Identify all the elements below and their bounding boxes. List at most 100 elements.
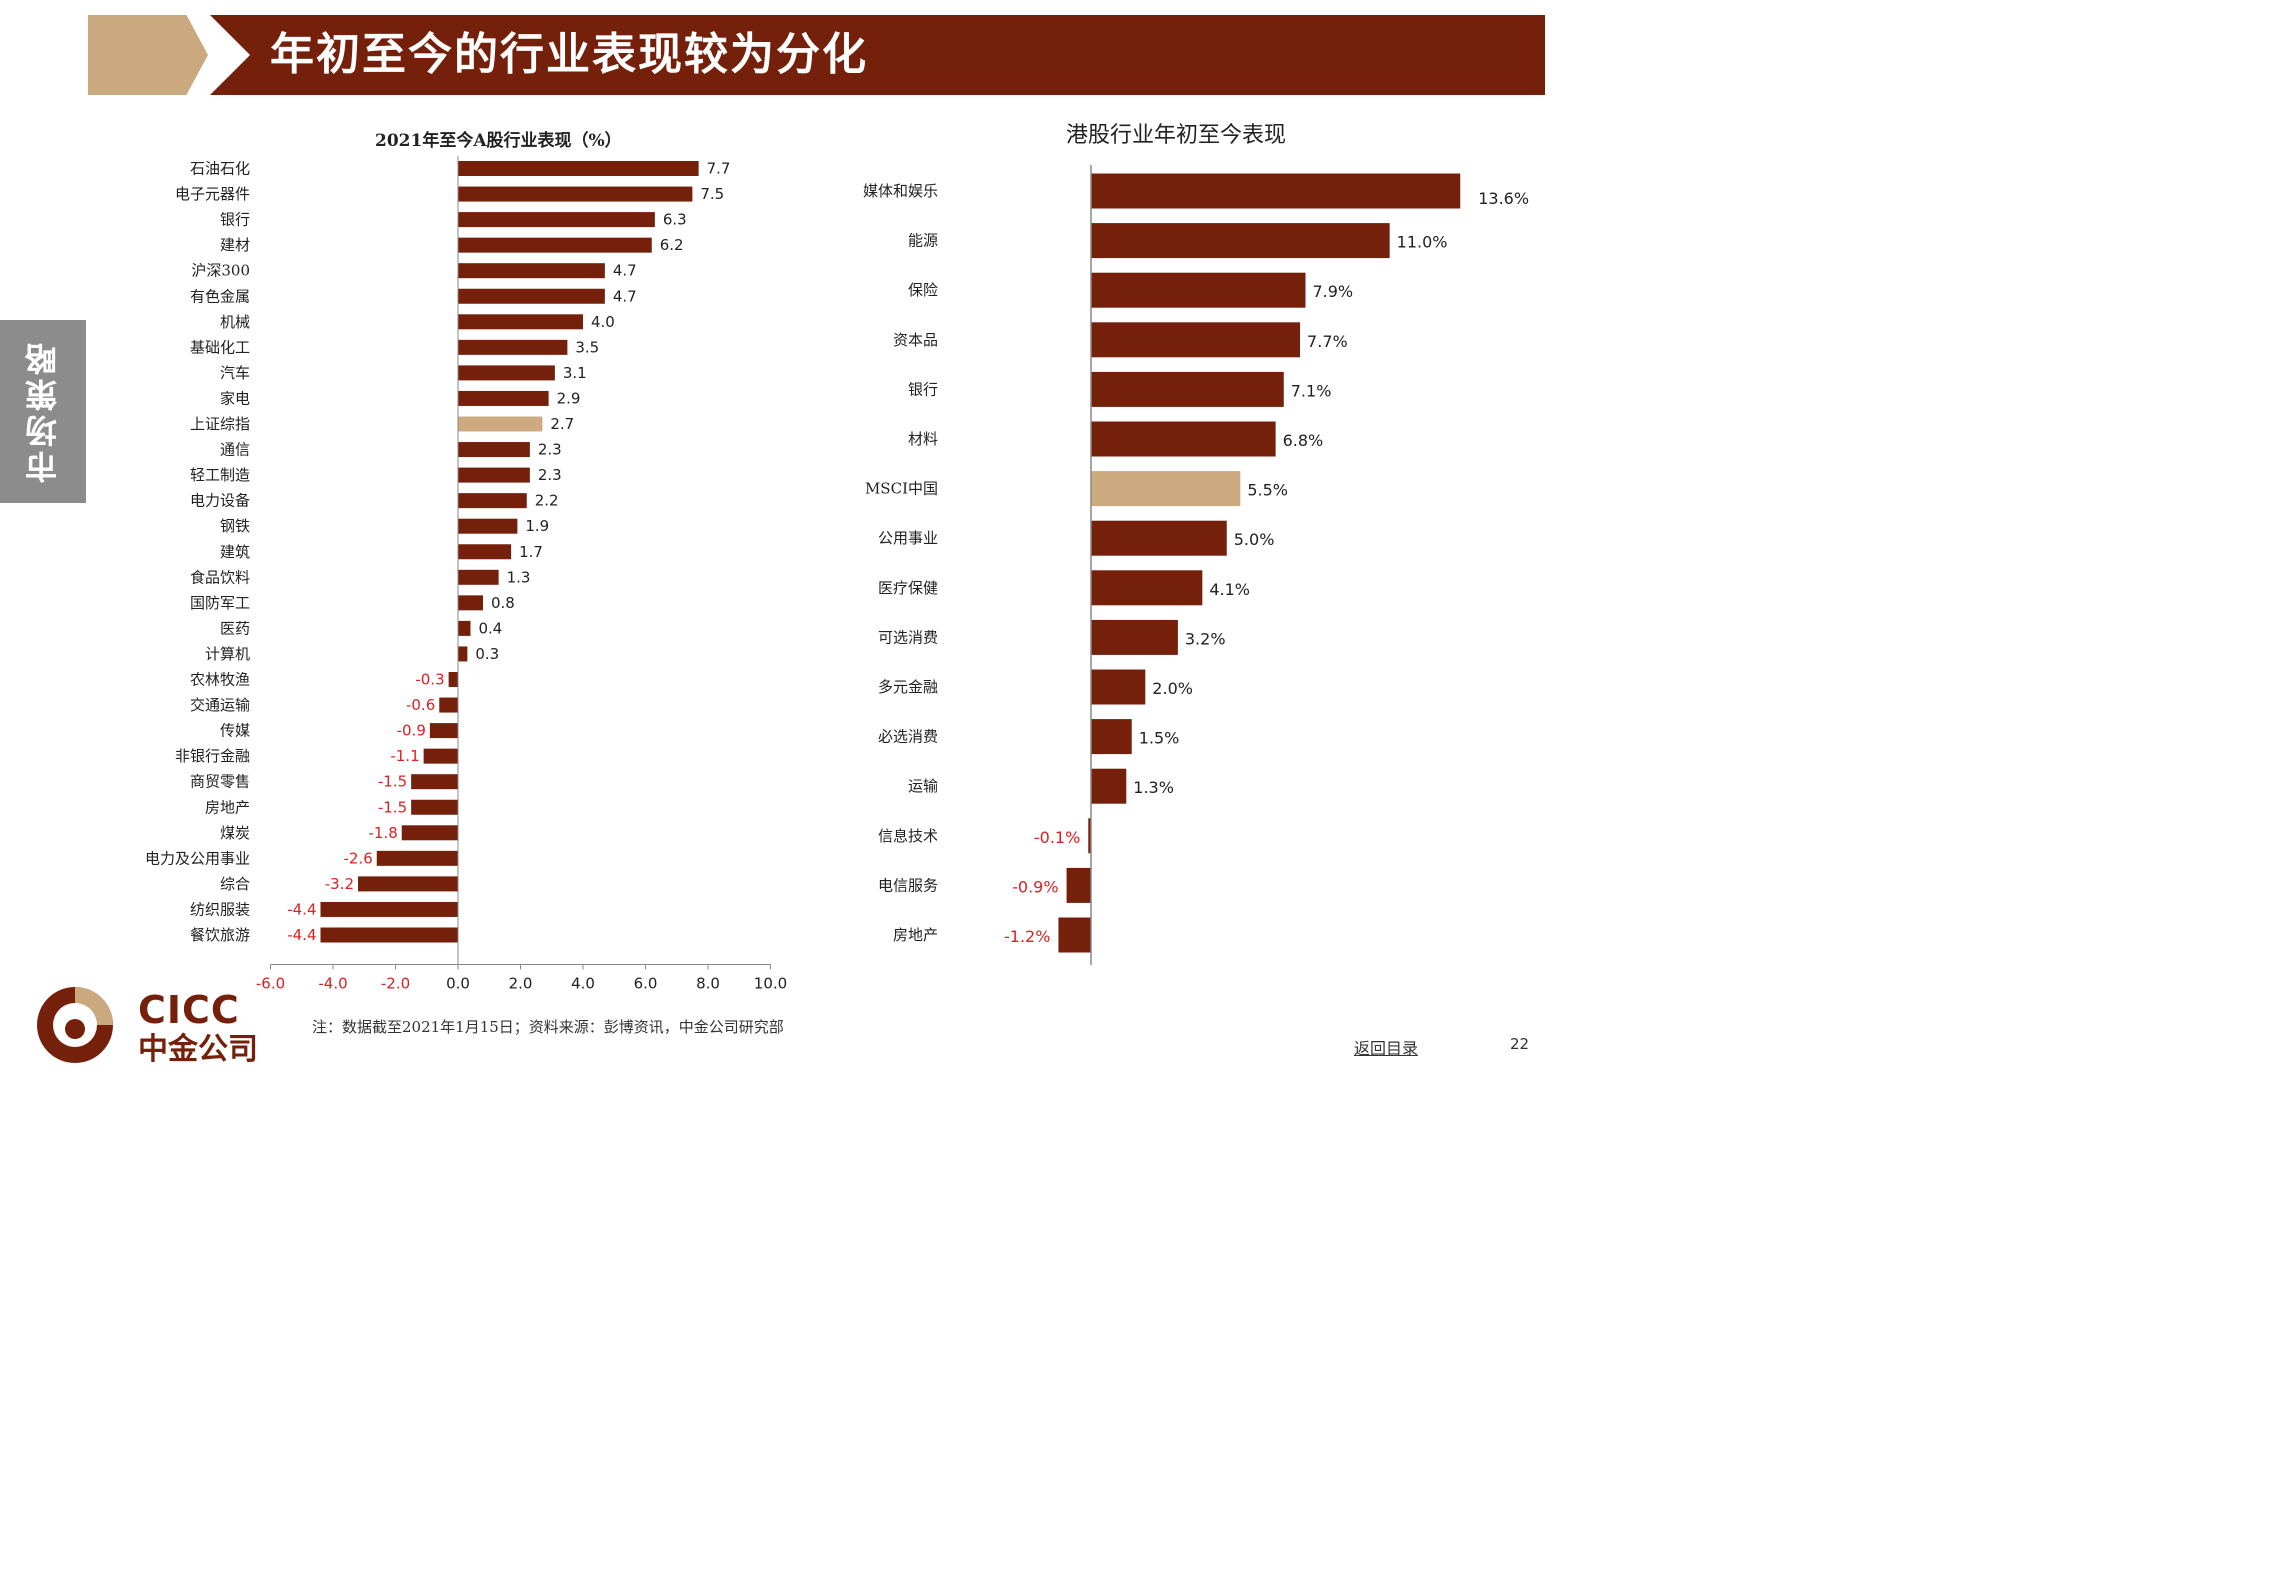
value-label: -1.5: [378, 773, 407, 791]
value-label: 1.9: [525, 517, 549, 535]
category-label: 非银行金融: [175, 747, 250, 765]
logo-text-en: CICC: [138, 988, 240, 1032]
category-label: 纺织服装: [190, 900, 250, 918]
bar: [1091, 272, 1306, 308]
bar: [1066, 867, 1091, 903]
category-label: 计算机: [205, 645, 250, 663]
category-label: 房地产: [205, 798, 250, 816]
bar: [429, 723, 458, 739]
category-label: 能源: [908, 232, 938, 250]
category-label: 必选消费: [878, 728, 938, 746]
category-label: 农林牧渔: [190, 671, 250, 689]
value-label: 1.5%: [1139, 729, 1180, 748]
category-label: 电力及公用事业: [145, 849, 250, 867]
bar: [1091, 570, 1203, 606]
bar: [401, 825, 458, 841]
bar: [1091, 719, 1132, 755]
hk-chart-title: 港股行业年初至今表现: [1066, 123, 1287, 148]
category-label: 银行: [220, 211, 250, 229]
value-label: 1.3: [507, 568, 531, 586]
category-label: 资本品: [893, 331, 938, 349]
category-label: 通信: [220, 441, 250, 459]
back-to-contents-link[interactable]: 返回目录: [1354, 1039, 1419, 1058]
category-label: 石油石化: [190, 160, 250, 178]
value-label: -4.4: [287, 926, 316, 944]
category-label: 多元金融: [878, 678, 938, 696]
logo-text-cn: 中金公司: [138, 1032, 258, 1067]
value-label: 2.3: [538, 466, 562, 484]
value-label: 5.5%: [1247, 481, 1288, 500]
hk-industry-chart: 媒体和娱乐 13.6% 能源 11.0% 保险 7.9% 资本品 7.7% 银行 7.1% 材料 6.…: [863, 165, 1529, 965]
bar: [1091, 173, 1461, 209]
bar: [458, 416, 543, 432]
bar: [458, 442, 530, 458]
bar: [1091, 520, 1227, 556]
value-label: 2.2: [535, 492, 559, 510]
category-label: 运输: [908, 777, 938, 795]
category-label: 媒体和娱乐: [863, 182, 938, 200]
bar: [458, 237, 652, 253]
value-label: -0.9%: [1012, 877, 1058, 896]
category-label: 上证综指: [190, 415, 250, 433]
bar: [320, 901, 458, 917]
category-label: 综合: [220, 875, 250, 893]
value-label: 1.3%: [1133, 778, 1174, 797]
value-label: 0.4: [479, 619, 503, 637]
bar: [1091, 619, 1178, 655]
side-tab[interactable]: 市场策略: [0, 320, 86, 503]
category-label: 轻工制造: [190, 466, 250, 484]
value-label: 7.5: [700, 185, 724, 203]
category-label: 材料: [908, 430, 938, 448]
bar: [1091, 371, 1284, 407]
category-label: 机械: [220, 313, 250, 331]
category-label: 煤炭: [220, 824, 250, 842]
bar: [458, 365, 555, 381]
category-label: 餐饮旅游: [190, 926, 250, 944]
value-label: 7.9%: [1312, 282, 1353, 301]
x-tick-label: 6.0: [634, 975, 658, 993]
header-bar: [210, 15, 1545, 95]
value-label: -0.6: [406, 696, 435, 714]
bar: [458, 569, 499, 585]
source-note: 注：数据截至2021年1月15日；资料来源：彭博资讯，中金公司研究部: [312, 1018, 784, 1036]
category-label: 房地产: [893, 926, 938, 944]
category-label: 信息技术: [878, 827, 938, 845]
bar: [458, 339, 568, 355]
bar: [458, 493, 527, 509]
bar: [458, 390, 549, 406]
category-label: 有色金属: [190, 287, 250, 305]
value-label: 7.7: [707, 160, 731, 178]
value-label: -0.9: [397, 722, 426, 740]
value-label: -1.8: [368, 824, 397, 842]
value-label: 2.0%: [1152, 679, 1193, 698]
x-tick-label: -6.0: [256, 975, 285, 993]
category-label: 电力设备: [190, 492, 250, 510]
x-tick-label: 8.0: [696, 975, 720, 993]
bar: [1091, 421, 1276, 457]
value-label: 1.7: [519, 543, 543, 561]
a-share-industry-chart: 石油石化 7.7 电子元器件 7.5 银行 6.3 建材 6.2 沪深300 4.7 有色金属 4.7…: [145, 156, 787, 993]
category-label: 钢铁: [220, 517, 250, 535]
value-label: 7.7%: [1307, 332, 1348, 351]
header-accent-chevron: [88, 15, 208, 95]
value-label: -0.1%: [1034, 828, 1080, 847]
category-label: 建材: [220, 236, 250, 254]
x-tick-label: 10.0: [754, 975, 787, 993]
value-label: 2.9: [557, 389, 581, 407]
category-label: 银行: [908, 380, 938, 398]
value-label: 4.0: [591, 313, 615, 331]
value-label: -1.1: [390, 747, 419, 765]
value-label: 5.0%: [1234, 530, 1275, 549]
page-title: 年初至今的行业表现较为分化: [270, 29, 868, 80]
x-tick-label: -4.0: [318, 975, 347, 993]
bar: [458, 212, 655, 228]
bar: [411, 774, 458, 790]
category-label: 交通运输: [190, 696, 250, 714]
value-label: 4.7: [613, 262, 637, 280]
value-label: 2.7: [550, 415, 574, 433]
bar: [1091, 322, 1301, 358]
x-tick-label: 2.0: [509, 975, 533, 993]
value-label: 3.1: [563, 364, 587, 382]
category-label: MSCI中国: [865, 480, 938, 498]
value-label: 6.8%: [1283, 431, 1324, 450]
